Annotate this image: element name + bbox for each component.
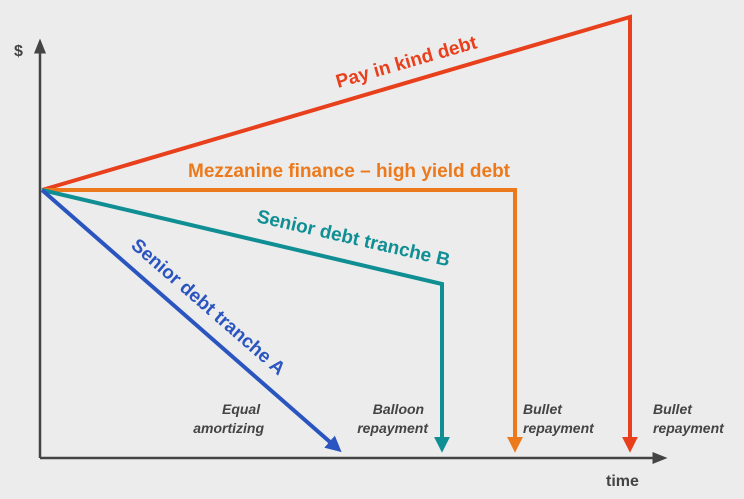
mezzanine-line bbox=[42, 188, 523, 453]
bullet-repayment-note-mezzanine: Bullet repayment bbox=[523, 401, 595, 436]
pik-line bbox=[41, 14, 638, 453]
tranche-b-line bbox=[41, 188, 450, 453]
equal-amortizing-note: Equal amortizing bbox=[193, 401, 264, 436]
tranche-a-label: Senior debt tranche A bbox=[127, 235, 289, 380]
tranche-a-line bbox=[40, 188, 342, 453]
bullet-repayment-note-pik: Bullet repayment bbox=[653, 401, 725, 436]
balloon-repayment-note: Balloon repayment bbox=[357, 401, 429, 436]
y-axis-label: $ bbox=[14, 43, 23, 60]
mezzanine-label: Mezzanine finance – high yield debt bbox=[188, 161, 511, 182]
x-axis-label: time bbox=[606, 473, 639, 490]
